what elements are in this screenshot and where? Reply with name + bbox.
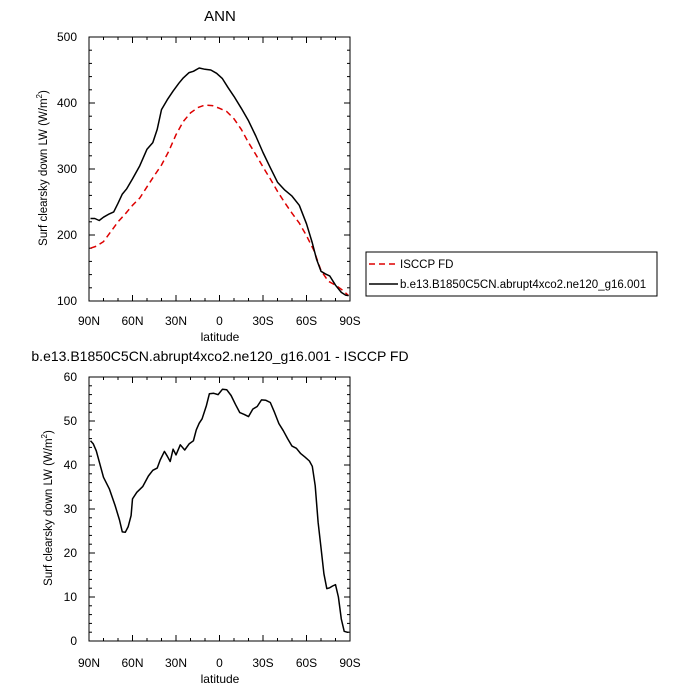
y-axis-label-superscript: 2	[35, 93, 44, 98]
x-tick-label: 90S	[339, 656, 360, 670]
legend-label-model: b.e13.B1850C5CN.abrupt4xco2.ne120_g16.00…	[400, 279, 646, 291]
x-tick-label: 90N	[78, 656, 100, 670]
y-tick-label: 100	[57, 294, 77, 308]
y-tick-label: 10	[64, 590, 78, 604]
y-tick-label: 300	[57, 162, 77, 176]
plot-frame	[88, 376, 351, 642]
y-axis-label-close: )	[38, 90, 50, 94]
x-tick-label: 90N	[78, 314, 100, 328]
y-tick-label: 20	[64, 546, 78, 560]
y-tick-label: 40	[64, 458, 78, 472]
series-line-difference	[89, 388, 349, 633]
series-line-isccp-fd	[90, 104, 350, 297]
y-tick-label: 30	[64, 502, 78, 516]
legend: ISCCP FD b.e13.B1850C5CN.abrupt4xco2.ne1…	[365, 251, 658, 297]
y-tick-label: 50	[64, 414, 78, 428]
x-tick-label: 90S	[339, 314, 360, 328]
svg-text:Surf clearsky down LW (W/m2): Surf clearsky down LW (W/m2)	[35, 90, 50, 246]
x-tick-label: 60S	[296, 656, 317, 670]
bottom-panel: b.e13.B1850C5CN.abrupt4xco2.ne120_g16.00…	[31, 348, 408, 686]
x-tick-label: 60N	[121, 314, 143, 328]
y-axis-label: Surf clearsky down LW (W/m2)	[40, 430, 55, 586]
x-tick-label: 0	[216, 656, 223, 670]
y-tick-label: 400	[57, 96, 77, 110]
y-tick-label: 0	[70, 634, 77, 648]
chart-title: ANN	[204, 8, 236, 25]
legend-box	[365, 251, 658, 297]
series-line-b-e13-b1850c5cn-abrupt4xco2-ne120-g16-001	[90, 67, 349, 297]
x-axis-label: latitude	[201, 672, 240, 686]
legend-label-isccp: ISCCP FD	[400, 259, 453, 271]
y-axis-label-text: Surf clearsky down LW (W/m	[38, 98, 50, 245]
top-panel: ANN Surf clearsky down LW (W/m2) latitud…	[35, 8, 361, 344]
y-tick-label: 500	[57, 30, 77, 44]
plot-frame	[88, 36, 351, 302]
y-axis-label-text: Surf clearsky down LW (W/m	[43, 438, 55, 585]
y-axis-label: Surf clearsky down LW (W/m2)	[35, 90, 50, 246]
y-axis-label-superscript: 2	[40, 433, 49, 438]
x-tick-label: 0	[216, 314, 223, 328]
x-tick-label: 30S	[252, 314, 273, 328]
x-tick-label: 30S	[252, 656, 273, 670]
chart-title: b.e13.B1850C5CN.abrupt4xco2.ne120_g16.00…	[31, 348, 408, 364]
x-tick-label: 60N	[121, 656, 143, 670]
x-tick-label: 60S	[296, 314, 317, 328]
x-tick-label: 30N	[165, 656, 187, 670]
svg-text:Surf clearsky down LW (W/m2): Surf clearsky down LW (W/m2)	[40, 430, 55, 586]
x-axis-label: latitude	[201, 330, 240, 344]
y-tick-label: 60	[64, 370, 78, 384]
y-axis-label-close: )	[43, 430, 55, 434]
x-tick-label: 30N	[165, 314, 187, 328]
y-tick-label: 200	[57, 228, 77, 242]
